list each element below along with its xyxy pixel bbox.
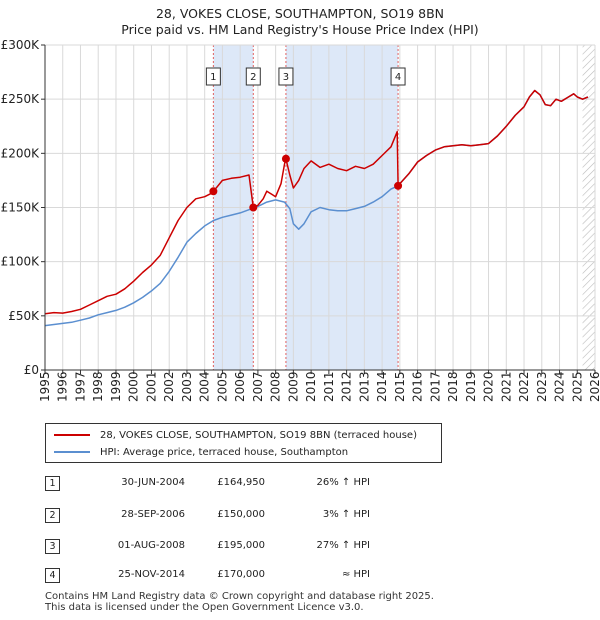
sale-point	[249, 203, 258, 212]
y-tick-label: £250K	[1, 92, 41, 106]
x-tick-label: 2001	[144, 371, 158, 402]
x-tick-label: 1996	[56, 371, 70, 402]
property-price-line	[45, 89, 589, 315]
sale-price: £195,000	[217, 540, 265, 551]
sale-number-badge: 3	[45, 539, 60, 554]
x-tick-label: 1997	[73, 371, 87, 402]
sale-date: 01-AUG-2008	[117, 540, 185, 551]
x-tick-label: 2019	[464, 371, 478, 402]
sale-hpi-comparison: 3% ↑ HPI	[322, 509, 370, 520]
sale-marker-box	[278, 67, 294, 86]
attribution-line1: Contains HM Land Registry data © Crown c…	[45, 591, 434, 602]
x-tick-label: 2026	[588, 371, 600, 402]
x-tick-label: 2022	[517, 371, 531, 402]
legend-item-hpi: HPI: Average price, terraced house, Sout…	[54, 445, 348, 459]
x-tick-label: 1998	[91, 371, 105, 402]
marker-layer: 1 2 3 4	[205, 67, 406, 212]
series-layer	[45, 89, 589, 327]
x-tick-label: 2007	[251, 371, 265, 402]
y-tick-label: £0	[24, 363, 39, 377]
sale-number-badge: 1	[45, 476, 60, 491]
x-tick-label: 2011	[322, 371, 336, 402]
chart-legend: 28, VOKES CLOSE, SOUTHAMPTON, SO19 8BN (…	[45, 423, 442, 463]
x-tick-label: 2021	[499, 371, 513, 402]
x-tick-label: 2002	[162, 371, 176, 402]
x-tick-label: 2010	[304, 371, 318, 402]
legend-swatch-property	[54, 434, 90, 436]
sale-marker-box	[245, 67, 261, 86]
table-row: 3 01-AUG-2008 £195,000 27% ↑ HPI	[45, 539, 405, 555]
attribution-footer: Contains HM Land Registry data © Crown c…	[45, 591, 434, 613]
attribution-line2: This data is licensed under the Open Gov…	[45, 602, 364, 613]
y-tick-label: £200K	[1, 146, 41, 160]
chart-title-line1: 28, VOKES CLOSE, SOUTHAMPTON, SO19 8BN	[155, 6, 445, 21]
x-tick-label: 2006	[233, 371, 247, 402]
legend-item-property: 28, VOKES CLOSE, SOUTHAMPTON, SO19 8BN (…	[54, 428, 417, 442]
y-tick-label: £300K	[1, 38, 41, 52]
x-tick-label: 2016	[411, 371, 425, 402]
sale-date: 28-SEP-2006	[121, 509, 185, 520]
x-tick-label: 1999	[109, 371, 123, 402]
legend-swatch-hpi	[54, 451, 90, 453]
sale-date: 25-NOV-2014	[118, 569, 185, 580]
y-tick-label: £50K	[8, 309, 40, 323]
x-tick-label: 2017	[428, 371, 442, 402]
sale-date: 30-JUN-2004	[121, 477, 185, 488]
x-tick-label: 2014	[375, 371, 389, 402]
sale-point	[281, 154, 290, 163]
x-tick-label: 2005	[215, 371, 229, 402]
x-tick-label: 2000	[127, 371, 141, 402]
sale-marker-label: 4	[395, 72, 401, 83]
sale-marker-box	[390, 67, 406, 86]
sale-number-badge: 4	[45, 568, 60, 583]
x-tick-label: 2003	[180, 371, 194, 402]
x-tick-label: 2012	[340, 371, 354, 402]
table-row: 2 28-SEP-2006 £150,000 3% ↑ HPI	[45, 508, 405, 524]
chart-title-line2: Price paid vs. HM Land Registry's House …	[121, 22, 479, 37]
sale-marker-label: 1	[210, 72, 216, 83]
sale-marker-box	[205, 67, 221, 86]
x-tick-label: 2024	[553, 371, 567, 402]
x-tick-label: 2009	[286, 371, 300, 402]
sale-marker-label: 3	[283, 72, 289, 83]
sale-number-badge: 2	[45, 508, 60, 523]
chart-title: 28, VOKES CLOSE, SOUTHAMPTON, SO19 8BN P…	[0, 6, 600, 38]
sale-price: £150,000	[217, 509, 265, 520]
sale-price: £164,950	[217, 477, 265, 488]
sale-hpi-comparison: 27% ↑ HPI	[316, 540, 370, 551]
sale-marker-label: 2	[250, 72, 256, 83]
sale-point	[209, 187, 218, 196]
sale-point	[394, 181, 403, 190]
legend-label-property: 28, VOKES CLOSE, SOUTHAMPTON, SO19 8BN (…	[100, 429, 417, 441]
x-tick-label: 2008	[269, 371, 283, 402]
sale-price: £170,000	[217, 569, 265, 580]
y-tick-label: £100K	[1, 255, 41, 269]
table-row: 1 30-JUN-2004 £164,950 26% ↑ HPI	[45, 476, 405, 492]
y-tick-label: £150K	[1, 201, 41, 215]
x-tick-label: 1995	[38, 371, 52, 402]
x-tick-label: 2023	[535, 371, 549, 402]
x-tick-label: 2015	[393, 371, 407, 402]
x-tick-label: 2018	[446, 371, 460, 402]
sale-hpi-comparison: ≈ HPI	[341, 569, 370, 580]
x-tick-label: 2004	[198, 371, 212, 402]
x-tick-label: 2013	[357, 371, 371, 402]
x-tick-label: 2025	[570, 371, 584, 402]
legend-label-hpi: HPI: Average price, terraced house, Sout…	[100, 446, 349, 458]
table-row: 4 25-NOV-2014 £170,000 ≈ HPI	[45, 568, 405, 584]
x-tick-label: 2020	[482, 371, 496, 402]
sale-hpi-comparison: 26% ↑ HPI	[316, 477, 370, 488]
